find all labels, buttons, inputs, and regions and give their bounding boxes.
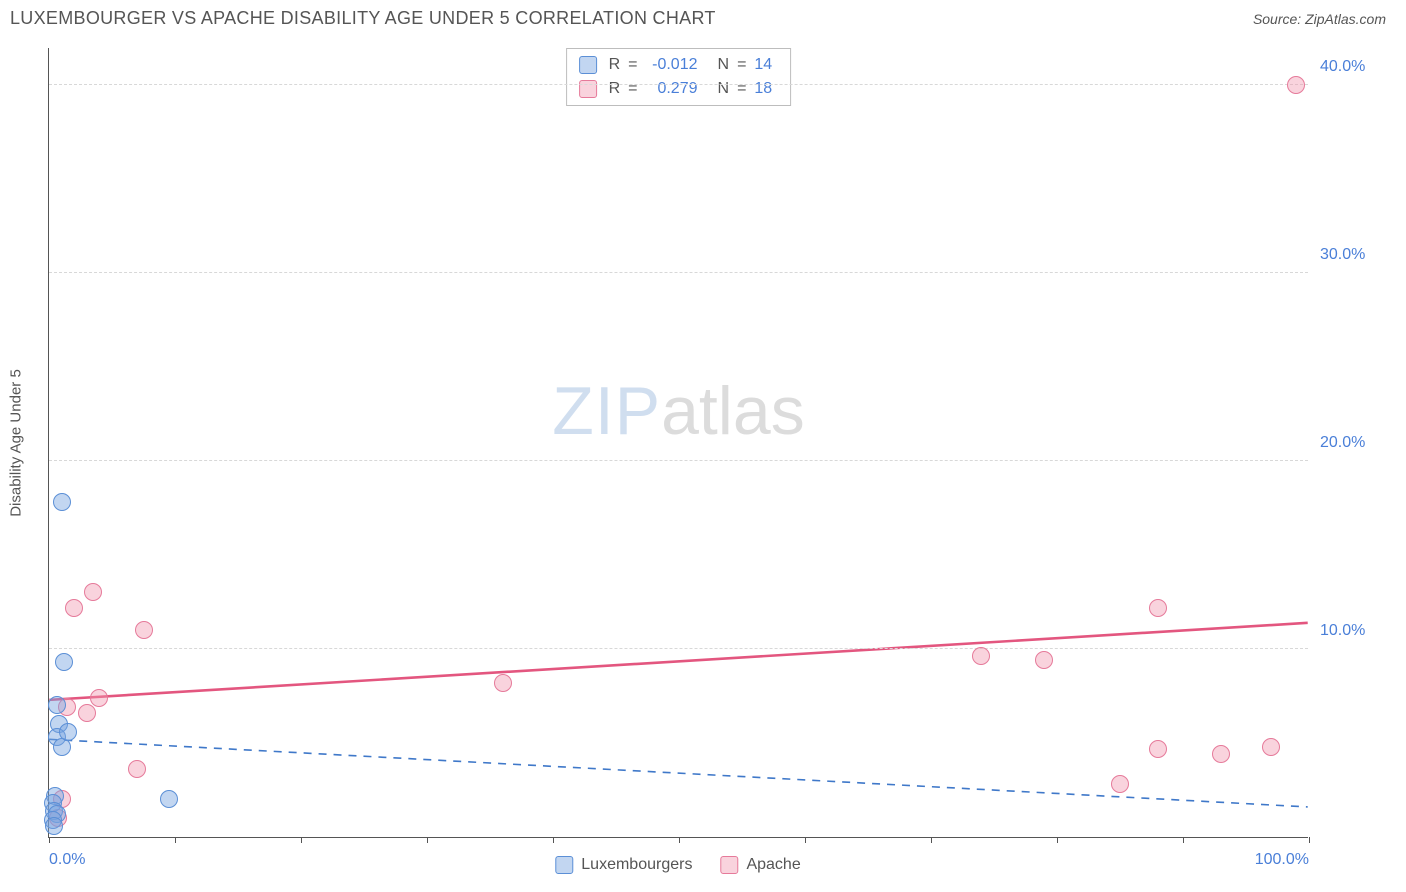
correlation-stats-box: R = -0.012 N = 14 R = 0.279 N = 18	[566, 48, 792, 106]
stat-n-label-b: N	[718, 77, 730, 101]
stats-row-series-b: R = 0.279 N = 18	[579, 77, 779, 101]
chart-title: LUXEMBOURGER VS APACHE DISABILITY AGE UN…	[10, 8, 716, 29]
data-point-series-b	[1111, 775, 1129, 793]
data-point-series-b	[78, 704, 96, 722]
data-point-series-a	[59, 723, 77, 741]
y-tick-label: 20.0%	[1320, 434, 1390, 452]
x-tick	[1183, 837, 1184, 843]
x-tick	[49, 837, 50, 843]
data-point-series-a	[160, 790, 178, 808]
y-tick-label: 30.0%	[1320, 246, 1390, 264]
trend-lines-layer	[49, 48, 1308, 837]
watermark-part-b: atlas	[661, 373, 805, 449]
data-point-series-b	[135, 621, 153, 639]
trend-line	[49, 623, 1307, 700]
x-tick	[427, 837, 428, 843]
trend-line	[49, 739, 1307, 807]
x-tick-label: 100.0%	[1255, 851, 1309, 869]
data-point-series-b	[494, 674, 512, 692]
x-tick	[553, 837, 554, 843]
stat-r-label-a: R	[609, 53, 621, 77]
x-tick	[175, 837, 176, 843]
swatch-series-a	[555, 856, 573, 874]
x-tick	[1057, 837, 1058, 843]
stat-r-value-b: 0.279	[646, 77, 698, 101]
data-point-series-b	[1287, 76, 1305, 94]
data-point-series-b	[1212, 745, 1230, 763]
y-tick-label: 40.0%	[1320, 58, 1390, 76]
x-tick	[1309, 837, 1310, 843]
data-point-series-b	[90, 689, 108, 707]
stat-eq: =	[737, 77, 746, 101]
stat-eq: =	[628, 77, 637, 101]
plot-area: ZIPatlas R = -0.012 N = 14 R = 0.279 N =…	[48, 48, 1308, 838]
stat-r-label-b: R	[609, 77, 621, 101]
stats-row-series-a: R = -0.012 N = 14	[579, 53, 779, 77]
stat-r-value-a: -0.012	[646, 53, 698, 77]
y-tick-label: 10.0%	[1320, 622, 1390, 640]
x-tick-label: 0.0%	[49, 851, 85, 869]
stat-eq: =	[737, 53, 746, 77]
source-name: ZipAtlas.com	[1305, 11, 1386, 27]
swatch-series-b	[720, 856, 738, 874]
data-point-series-b	[972, 647, 990, 665]
gridline-h	[49, 648, 1308, 649]
swatch-series-a	[579, 56, 597, 74]
stat-n-value-b: 18	[754, 77, 778, 101]
x-tick	[805, 837, 806, 843]
series-legend: Luxembourgers Apache	[555, 856, 800, 874]
data-point-series-b	[1149, 599, 1167, 617]
gridline-h	[49, 272, 1308, 273]
data-point-series-b	[1149, 740, 1167, 758]
source-attribution: Source: ZipAtlas.com	[1253, 11, 1386, 27]
watermark-part-a: ZIP	[552, 373, 661, 449]
watermark: ZIPatlas	[552, 372, 804, 450]
data-point-series-a	[53, 493, 71, 511]
legend-item-series-b: Apache	[720, 856, 800, 874]
data-point-series-b	[84, 583, 102, 601]
data-point-series-b	[128, 760, 146, 778]
data-point-series-a	[55, 653, 73, 671]
legend-label-series-b: Apache	[746, 856, 800, 874]
source-prefix: Source:	[1253, 11, 1305, 27]
data-point-series-b	[1035, 651, 1053, 669]
data-point-series-b	[65, 599, 83, 617]
data-point-series-a	[45, 817, 63, 835]
gridline-h	[49, 460, 1308, 461]
stat-eq: =	[628, 53, 637, 77]
x-tick	[301, 837, 302, 843]
stat-n-value-a: 14	[754, 53, 778, 77]
y-axis-label: Disability Age Under 5	[8, 369, 25, 517]
legend-label-series-a: Luxembourgers	[581, 856, 692, 874]
chart-container: Disability Age Under 5 ZIPatlas R = -0.0…	[48, 48, 1308, 838]
legend-item-series-a: Luxembourgers	[555, 856, 692, 874]
data-point-series-b	[1262, 738, 1280, 756]
gridline-h	[49, 84, 1308, 85]
stat-n-label-a: N	[718, 53, 730, 77]
x-tick	[679, 837, 680, 843]
x-tick	[931, 837, 932, 843]
data-point-series-a	[48, 696, 66, 714]
